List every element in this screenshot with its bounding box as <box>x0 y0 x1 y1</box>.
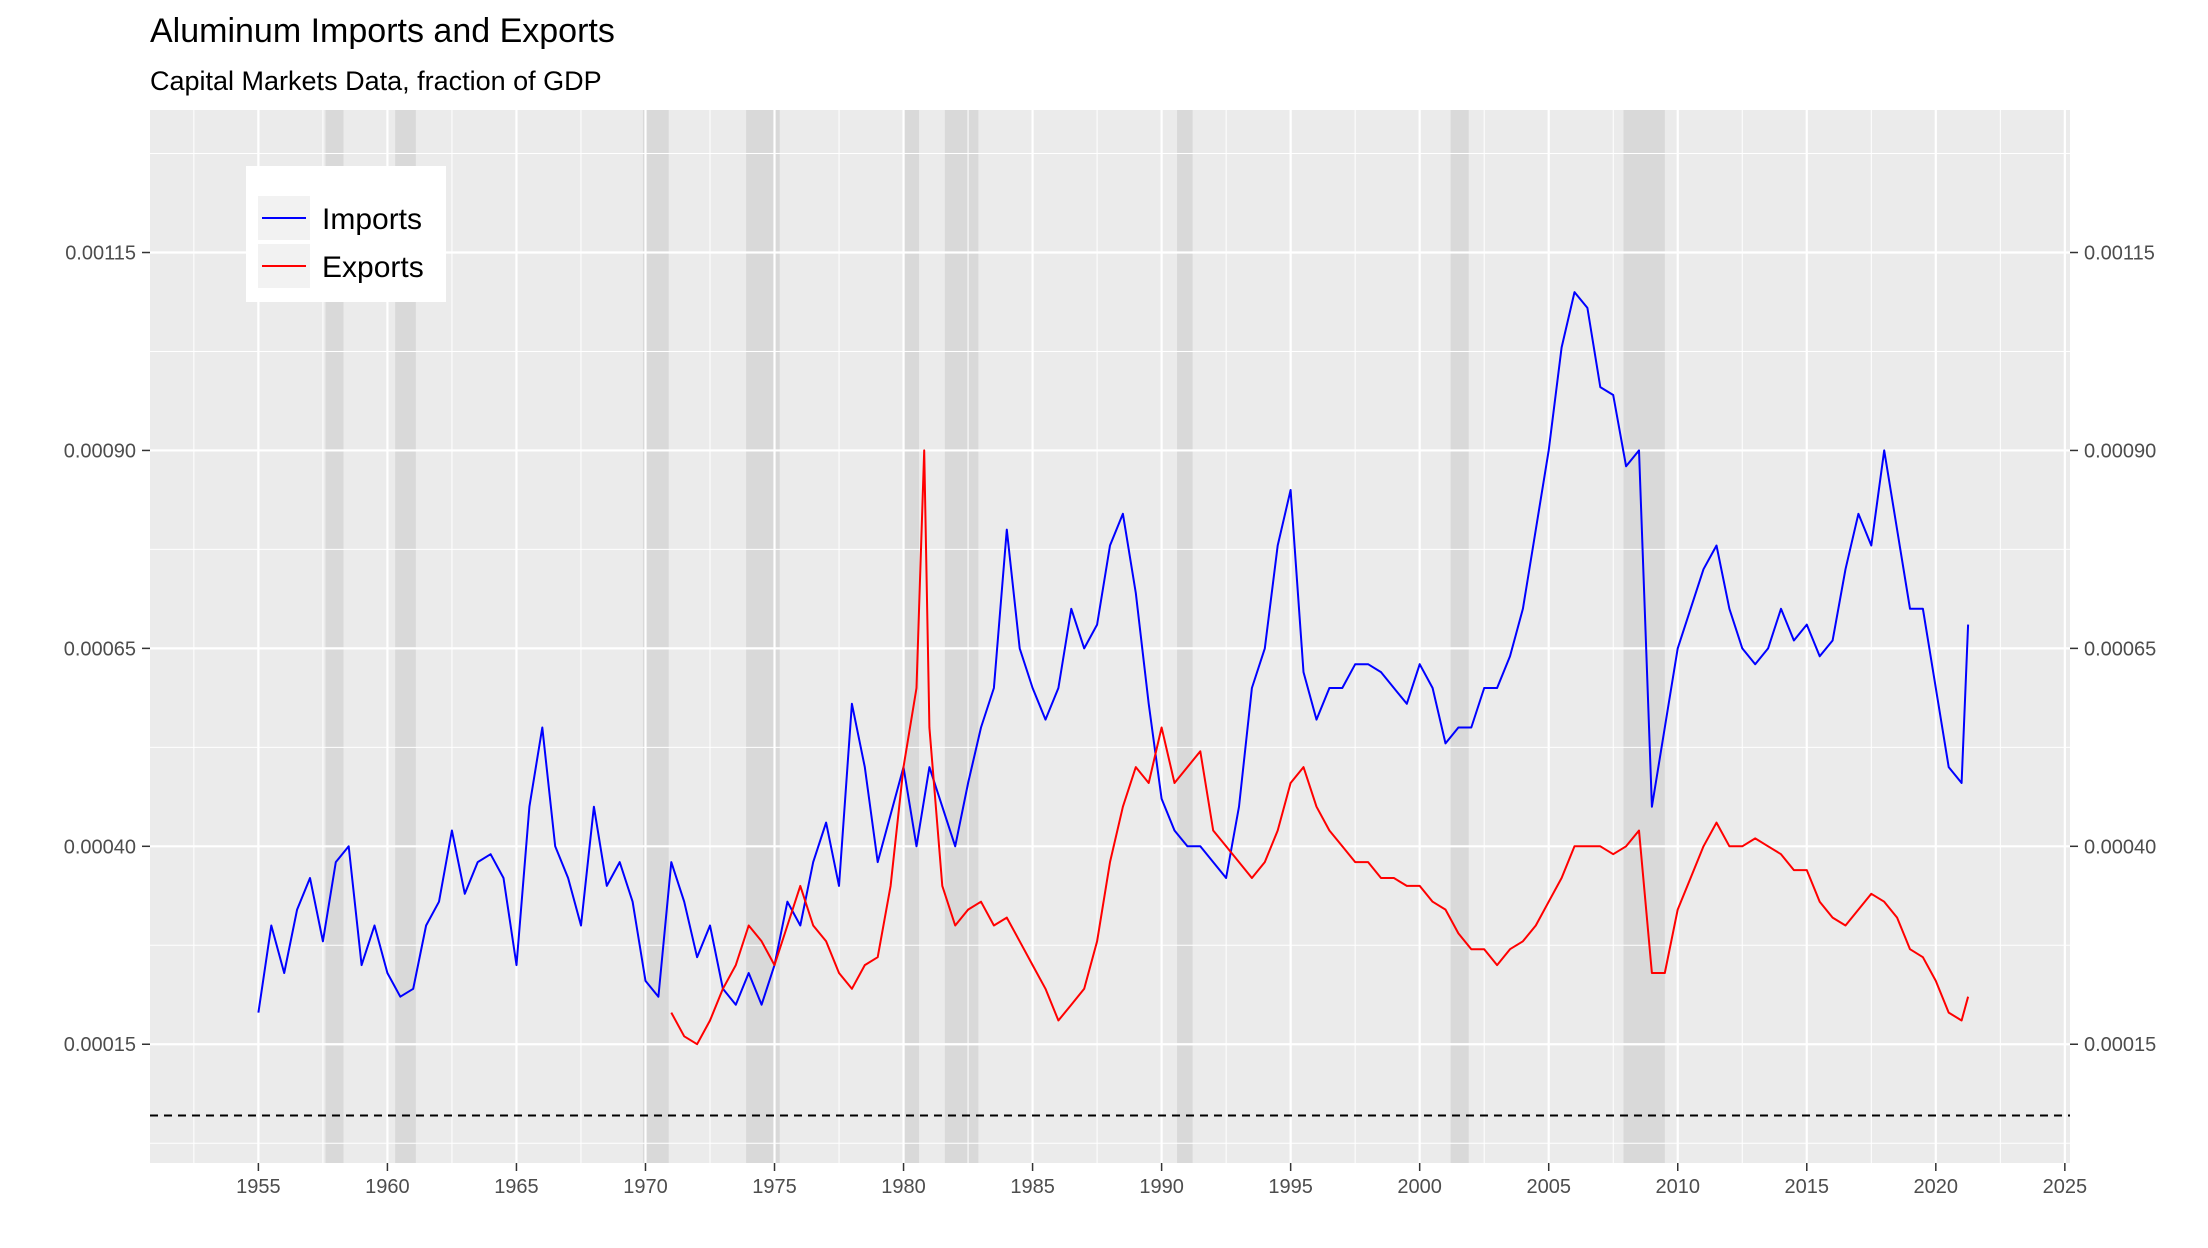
recession-band <box>1450 110 1469 1163</box>
y-tick-label-right: 0.00115 <box>2084 243 2155 265</box>
recession-band <box>395 110 416 1163</box>
chart-subtitle: Capital Markets Data, fraction of GDP <box>150 66 602 96</box>
plot-background <box>150 110 2070 1163</box>
chart-title: Aluminum Imports and Exports <box>150 12 615 50</box>
y-tick-label-left: 0.00065 <box>64 638 136 660</box>
legend-label-imports: Imports <box>322 203 422 236</box>
y-tick-label-left: 0.00115 <box>65 243 136 265</box>
y-axis-right: 0.00015 0.00040 0.00065 0.00090 0.00115 <box>2070 243 2156 1056</box>
recession-bands <box>325 110 1665 1163</box>
x-tick-label: 1960 <box>365 1176 410 1198</box>
recession-band <box>1623 110 1665 1163</box>
x-tick-label: 1955 <box>236 1176 281 1198</box>
x-tick-label: 1975 <box>752 1176 797 1198</box>
x-tick-label: 2025 <box>2043 1176 2088 1198</box>
x-tick-label: 1965 <box>494 1176 539 1198</box>
y-tick-label-right: 0.00015 <box>2084 1034 2156 1056</box>
x-tick-label: 2000 <box>1397 1176 1442 1198</box>
y-tick-label-right: 0.00065 <box>2084 638 2156 660</box>
y-tick-label-left: 0.00040 <box>64 836 136 858</box>
x-tick-label: 1990 <box>1139 1176 1184 1198</box>
recession-band <box>1177 110 1193 1163</box>
legend: Imports Exports <box>246 166 446 302</box>
y-tick-label-right: 0.00040 <box>2084 836 2156 858</box>
x-axis: 1955 1960 1965 1970 1975 1980 1985 1990 1995 2000… <box>236 1163 2087 1198</box>
y-tick-label-right: 0.00090 <box>2084 440 2156 462</box>
y-tick-label-left: 0.00015 <box>64 1034 136 1056</box>
x-tick-label: 1980 <box>881 1176 926 1198</box>
x-tick-label: 2010 <box>1655 1176 1700 1198</box>
major-gridlines <box>150 110 2070 1163</box>
x-tick-label: 1995 <box>1268 1176 1313 1198</box>
recession-band <box>642 110 669 1163</box>
x-tick-label: 1970 <box>623 1176 668 1198</box>
recession-band <box>903 110 920 1163</box>
y-tick-label-left: 0.00090 <box>64 440 136 462</box>
series-line-exports <box>670 449 1970 1046</box>
x-tick-label: 2005 <box>1526 1176 1571 1198</box>
y-axis-left: 0.00015 0.00040 0.00065 0.00090 0.00115 <box>64 243 150 1056</box>
x-tick-label: 1985 <box>1010 1176 1055 1198</box>
recession-band <box>944 110 979 1163</box>
series-line-imports <box>257 291 1970 1013</box>
x-tick-label: 2015 <box>1785 1176 1830 1198</box>
series-lines <box>257 291 1970 1046</box>
x-tick-label: 2020 <box>1914 1176 1959 1198</box>
legend-label-exports: Exports <box>322 251 424 284</box>
